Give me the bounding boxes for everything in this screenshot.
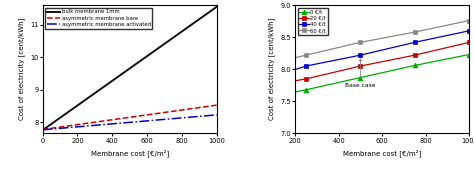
Legend: 0 €/t, 20 €/t, 40 €/t, 60 €/t: 0 €/t, 20 €/t, 40 €/t, 60 €/t bbox=[298, 8, 328, 35]
40 €/t bbox=[357, 54, 363, 56]
60 €/t bbox=[412, 31, 418, 33]
60 €/t bbox=[303, 54, 309, 56]
60 €/t bbox=[466, 19, 472, 22]
0 €/t bbox=[412, 64, 418, 66]
Line: 40 €/t: 40 €/t bbox=[303, 28, 472, 68]
Legend: bulk membrane 1mm, asymmetric membrane bare, asymmetric membrane activated: bulk membrane 1mm, asymmetric membrane b… bbox=[46, 8, 152, 29]
40 €/t bbox=[412, 41, 418, 43]
20 €/t bbox=[466, 41, 472, 43]
Line: 20 €/t: 20 €/t bbox=[303, 40, 472, 81]
20 €/t bbox=[303, 78, 309, 80]
Y-axis label: Cost of electricity [cent/kWh]: Cost of electricity [cent/kWh] bbox=[18, 18, 25, 120]
0 €/t bbox=[466, 54, 472, 56]
Text: Base case: Base case bbox=[345, 59, 375, 88]
0 €/t bbox=[303, 89, 309, 91]
40 €/t bbox=[303, 65, 309, 67]
Line: 60 €/t: 60 €/t bbox=[303, 18, 472, 58]
20 €/t bbox=[357, 65, 363, 67]
20 €/t bbox=[412, 54, 418, 56]
40 €/t bbox=[466, 30, 472, 32]
Line: 0 €/t: 0 €/t bbox=[303, 52, 472, 92]
60 €/t bbox=[357, 41, 363, 43]
X-axis label: Membrane cost [€/m²]: Membrane cost [€/m²] bbox=[343, 149, 421, 157]
0 €/t bbox=[357, 77, 363, 79]
X-axis label: Membrane cost [€/m²]: Membrane cost [€/m²] bbox=[91, 149, 169, 157]
Y-axis label: Cost of electricity [cent/kWh]: Cost of electricity [cent/kWh] bbox=[268, 18, 275, 120]
